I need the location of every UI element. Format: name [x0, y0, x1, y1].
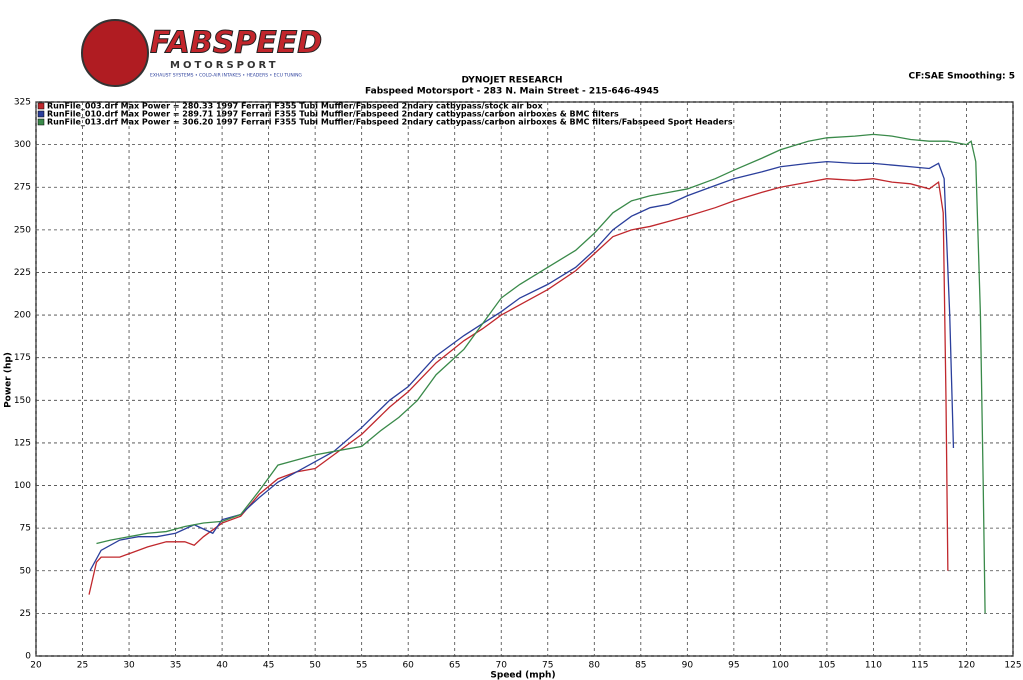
x-tick-label: 65 [449, 661, 460, 671]
y-axis-label: Power (hp) [4, 352, 14, 408]
logo-sub: MOTORSPORT [170, 60, 279, 71]
x-tick-label: 110 [865, 661, 882, 671]
y-tick-label: 225 [14, 268, 31, 278]
plot-frame [35, 101, 1014, 657]
y-tick-label: 150 [14, 396, 31, 406]
y-tick-label: 50 [20, 566, 32, 576]
y-tick-label: 200 [14, 311, 31, 321]
x-tick-label: 40 [216, 661, 228, 671]
x-tick-label: 105 [818, 661, 835, 671]
x-tick-label: 30 [123, 661, 135, 671]
legend-entry: RunFile_003.drf Max Power = 280.33 1997 … [47, 102, 543, 111]
y-tick-label: 250 [14, 225, 31, 235]
y-tick-label: 275 [14, 183, 31, 193]
legend-entry: RunFile_013.drf Max Power = 306.20 1997 … [47, 118, 733, 127]
x-tick-label: 80 [589, 661, 601, 671]
y-tick-label: 100 [14, 481, 31, 491]
x-tick-label: 20 [30, 661, 42, 671]
legend-swatch [37, 110, 45, 118]
y-tick-label: 25 [20, 609, 31, 619]
y-tick-label: 0 [25, 652, 31, 662]
x-tick-label: 95 [728, 661, 739, 671]
x-tick-label: 60 [402, 661, 414, 671]
legend-entry: RunFile_010.drf Max Power = 289.71 1997 … [47, 110, 619, 119]
x-tick-label: 45 [263, 661, 274, 671]
x-tick-label: 25 [77, 661, 88, 671]
x-tick-label: 115 [911, 661, 928, 671]
chart-subtitle: Fabspeed Motorsport - 283 N. Main Street… [365, 87, 659, 97]
x-tick-label: 55 [356, 661, 367, 671]
y-tick-label: 300 [14, 140, 31, 150]
x-tick-label: 125 [1004, 661, 1021, 671]
chart-title: DYNOJET RESEARCH [461, 76, 562, 86]
x-tick-label: 75 [542, 661, 553, 671]
series-line [96, 133, 986, 614]
series-line [89, 161, 955, 572]
logo-name: FABSPEED [150, 26, 322, 61]
x-axis-label: Speed (mph) [490, 671, 555, 680]
logo: FABSPEED MOTORSPORT EXHAUST SYSTEMS • CO… [81, 19, 323, 87]
x-tick-label: 70 [496, 661, 508, 671]
y-tick-label: 75 [20, 524, 31, 534]
annotation: CF:SAE Smoothing: 5 [909, 72, 1015, 82]
x-tick-label: 35 [170, 661, 181, 671]
y-tick-label: 125 [14, 438, 31, 448]
x-tick-label: 100 [772, 661, 789, 671]
x-tick-label: 85 [635, 661, 646, 671]
logo-emblem [81, 19, 149, 87]
legend-swatch [37, 102, 45, 110]
y-tick-label: 175 [14, 353, 31, 363]
x-tick-label: 120 [958, 661, 975, 671]
y-tick-label: 325 [14, 98, 31, 108]
logo-tagline: EXHAUST SYSTEMS • COLD-AIR INTAKES • HEA… [150, 73, 302, 79]
x-tick-label: 50 [309, 661, 321, 671]
legend-swatch [37, 118, 45, 126]
x-tick-label: 90 [682, 661, 694, 671]
series-line [88, 178, 949, 595]
